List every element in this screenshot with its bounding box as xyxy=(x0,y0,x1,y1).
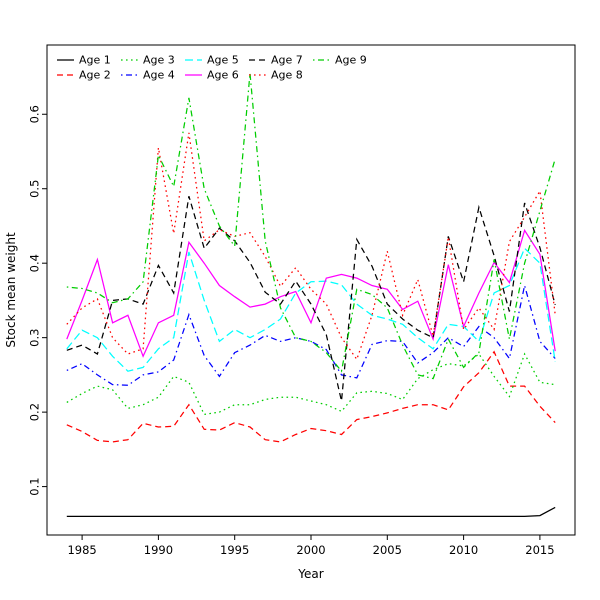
legend-label-age-4: Age 4 xyxy=(143,69,175,82)
legend-label-age-3: Age 3 xyxy=(143,54,175,67)
x-tick-label: 1995 xyxy=(220,543,249,557)
series-line-age-4 xyxy=(66,285,556,386)
x-tick-label: 2015 xyxy=(525,543,554,557)
series-line-age-5 xyxy=(66,247,556,372)
plot-border xyxy=(46,44,576,536)
series-line-age-2 xyxy=(66,350,556,443)
x-axis-title: Year xyxy=(297,567,323,581)
y-axis-title: Stock mean weight xyxy=(4,232,18,348)
x-tick-label: 2000 xyxy=(296,543,325,557)
y-tick-label: 0.1 xyxy=(28,477,42,495)
legend-label-age-7: Age 7 xyxy=(271,54,303,67)
x-tick-label: 2010 xyxy=(449,543,478,557)
series-line-age-1 xyxy=(66,506,556,518)
y-tick-label: 0.6 xyxy=(28,105,42,123)
legend-label-age-5: Age 5 xyxy=(207,54,239,67)
x-tick-label: 1985 xyxy=(67,543,96,557)
y-tick-label: 0.3 xyxy=(28,329,42,347)
y-tick-label: 0.2 xyxy=(28,403,42,421)
series-line-age-6 xyxy=(66,228,556,358)
series-line-age-9 xyxy=(66,73,556,380)
y-tick-label: 0.4 xyxy=(28,254,42,272)
legend-label-age-1: Age 1 xyxy=(79,54,111,67)
legend-label-age-6: Age 6 xyxy=(207,69,239,82)
x-tick-label: 2005 xyxy=(373,543,402,557)
legend-label-age-8: Age 8 xyxy=(271,69,303,82)
y-tick-label: 0.5 xyxy=(28,180,42,198)
series-line-age-8 xyxy=(66,132,556,361)
series-line-age-3 xyxy=(66,352,556,416)
series-line-age-7 xyxy=(66,196,556,402)
plot-content: 1985 1990 1995 2000 2005 2010 2015 0.1 0.2 0.3 0.4… xyxy=(28,54,556,557)
legend-label-age-2: Age 2 xyxy=(79,69,111,82)
legend-label-age-9: Age 9 xyxy=(335,54,367,67)
x-tick-label: 1990 xyxy=(144,543,173,557)
